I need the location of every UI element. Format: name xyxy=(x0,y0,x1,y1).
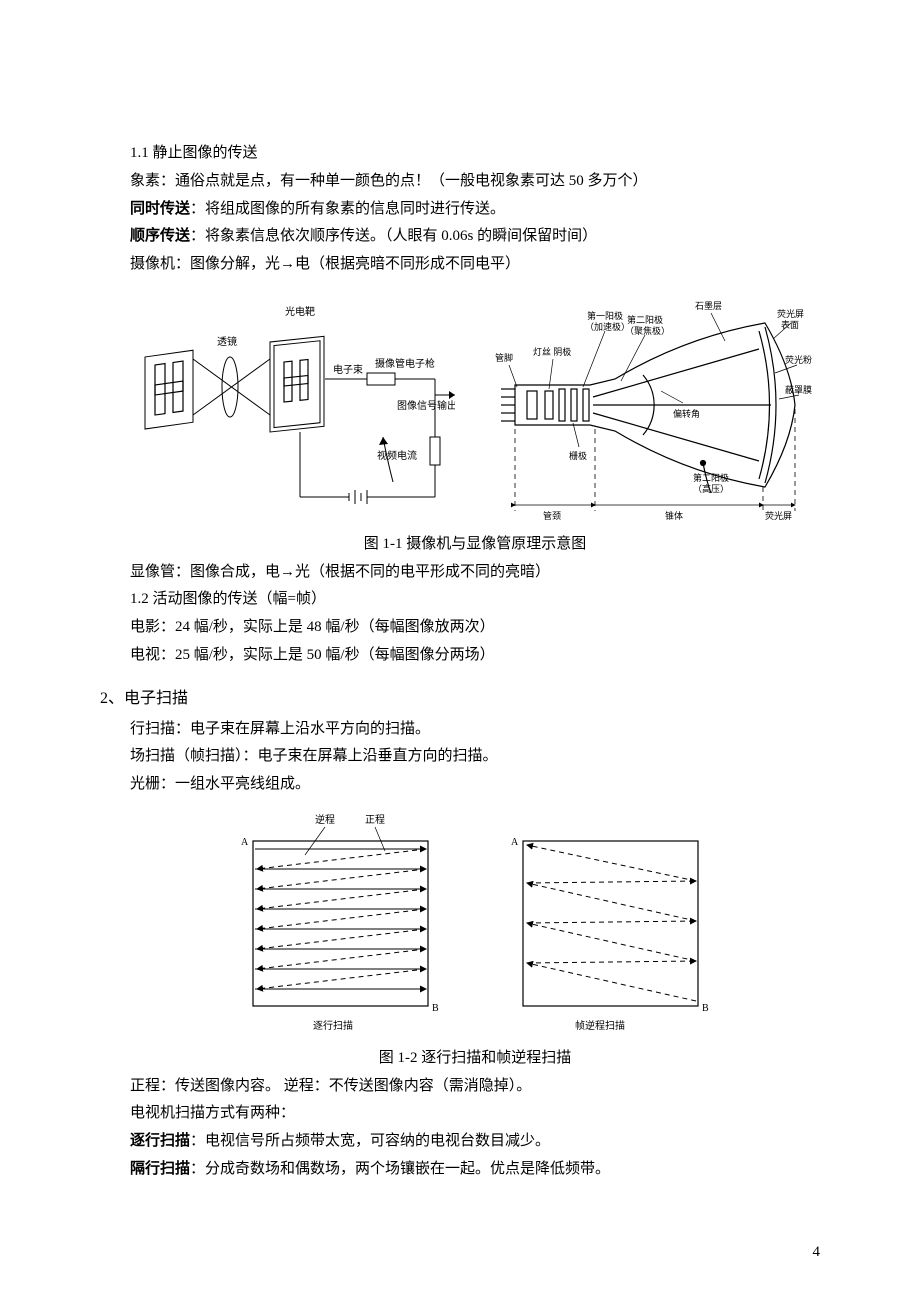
paragraph: 场扫描（帧扫描）：电子束在屏幕上沿垂直方向的扫描。 xyxy=(130,743,820,771)
figure-1-1: 透镜 光电靶 电子束 摄像管电子枪 图像信号输出 视频电流 xyxy=(130,287,820,527)
label-deflect: 偏转角 xyxy=(673,408,700,419)
term-bold: 顺序传送 xyxy=(130,228,190,244)
label-grid: 栅极 xyxy=(569,450,587,461)
camera-diagram: 透镜 光电靶 电子束 摄像管电子枪 图像信号输出 视频电流 xyxy=(135,287,455,527)
paragraph: 行扫描：电子束在屏幕上沿水平方向的扫描。 xyxy=(130,716,820,744)
label-electron-beam: 电子束 xyxy=(333,363,363,376)
frame-retrace-diagram: A B 帧逆程扫描 xyxy=(505,811,715,1041)
label-video-current: 视频电流 xyxy=(377,449,417,462)
label-signal-out: 图像信号输出 xyxy=(397,399,455,412)
text: ：将组成图像的所有象素的信息同时进行传送。 xyxy=(190,201,505,217)
label-B-left: B xyxy=(432,1003,439,1014)
paragraph: 电视：25 幅/秒，实际上是 50 幅/秒（每幅图像分两场） xyxy=(130,642,820,670)
text: ：分成奇数场和偶数场，两个场镶嵌在一起。优点是降低频带。 xyxy=(190,1161,610,1177)
label-anode3b: （高压） xyxy=(693,483,729,494)
label-B-right: B xyxy=(702,1003,709,1014)
paragraph: 光栅：一组水平亮线组成。 xyxy=(130,771,820,799)
label-anode2b: （聚焦极） xyxy=(625,325,670,336)
section-heading: 2、电子扫描 xyxy=(100,684,820,708)
label-anode3a: 第二阳极 xyxy=(693,472,729,483)
paragraph: 逐行扫描：电视信号所占频带太宽，可容纳的电视台数目减少。 xyxy=(130,1128,820,1156)
label-screen-surface-a: 荧光屏 xyxy=(777,308,804,319)
label-progressive: 逐行扫描 xyxy=(313,1019,353,1032)
label-frame-retrace: 帧逆程扫描 xyxy=(575,1019,625,1032)
label-A-right: A xyxy=(511,837,519,848)
paragraph: 摄像机：图像分解，光→电（根据亮暗不同形成不同电平） xyxy=(130,251,820,279)
label-neck: 管颈 xyxy=(543,510,561,521)
label-pin: 管脚 xyxy=(495,352,513,363)
label-photo-target: 光电靶 xyxy=(285,305,315,318)
paragraph: 正程：传送图像内容。 逆程：不传送图像内容（需消隐掉）。 xyxy=(130,1073,820,1101)
document-page: 1.1 静止图像的传送 象素：通俗点就是点，有一种单一颜色的点！（一般电视象素可… xyxy=(0,0,920,1301)
label-phosphor: 荧光粉 xyxy=(785,354,812,365)
label-graphite: 石墨层 xyxy=(695,301,722,311)
label-anode1b: （加速极） xyxy=(585,321,630,332)
term-bold: 逐行扫描 xyxy=(130,1133,190,1149)
label-lens: 透镜 xyxy=(217,335,237,348)
paragraph: 象素：通俗点就是点，有一种单一颜色的点！（一般电视象素可达 50 多万个） xyxy=(130,168,820,196)
label-cone: 锥体 xyxy=(665,510,683,521)
label-trace: 正程 xyxy=(365,814,385,826)
figure-caption-2: 图 1-2 逐行扫描和帧逆程扫描 xyxy=(130,1045,820,1073)
paragraph: 隔行扫描：分成奇数场和偶数场，两个场镶嵌在一起。优点是降低频带。 xyxy=(130,1156,820,1184)
paragraph: 1.2 活动图像的传送（幅=帧） xyxy=(130,586,820,614)
figure-caption-1: 图 1-1 摄像机与显像管原理示意图 xyxy=(130,531,820,559)
page-number: 4 xyxy=(813,1244,821,1261)
label-camera-gun: 摄像管电子枪 xyxy=(375,357,435,370)
paragraph: 电视机扫描方式有两种： xyxy=(130,1100,820,1128)
label-filament: 灯丝 阴极 xyxy=(533,346,571,357)
text: ：将象素信息依次顺序传送。（人眼有 0.06s 的瞬间保留时间） xyxy=(190,228,597,244)
paragraph: 顺序传送：将象素信息依次顺序传送。（人眼有 0.06s 的瞬间保留时间） xyxy=(130,223,820,251)
progressive-scan-diagram: 逆程 正程 A xyxy=(235,811,445,1041)
label-A-left: A xyxy=(241,837,249,848)
label-screen-surface-b: 表面 xyxy=(781,319,799,330)
crt-diagram: 管脚 灯丝 阴极 第一阳极 （加速极） 第二阳极 （聚焦极） 石墨层 荧光屏 表… xyxy=(475,287,815,527)
term-bold: 同时传送 xyxy=(130,201,190,217)
paragraph: 同时传送：将组成图像的所有象素的信息同时进行传送。 xyxy=(130,196,820,224)
paragraph: 电影：24 幅/秒，实际上是 48 幅/秒（每幅图像放两次） xyxy=(130,614,820,642)
term-bold: 隔行扫描 xyxy=(130,1161,190,1177)
label-anode2a: 第二阳极 xyxy=(627,314,663,325)
paragraph: 显像管：图像合成，电→光（根据不同的电平形成不同的亮暗） xyxy=(130,559,820,587)
label-screen: 荧光屏 xyxy=(765,510,792,521)
paragraph: 1.1 静止图像的传送 xyxy=(130,140,820,168)
figure-1-2: 逆程 正程 A xyxy=(130,811,820,1041)
label-retrace: 逆程 xyxy=(315,813,335,826)
label-anode1a: 第一阳极 xyxy=(587,310,623,321)
text: ：电视信号所占频带太宽，可容纳的电视台数目减少。 xyxy=(190,1133,550,1149)
label-mask: 蔽罩膜 xyxy=(785,384,812,395)
